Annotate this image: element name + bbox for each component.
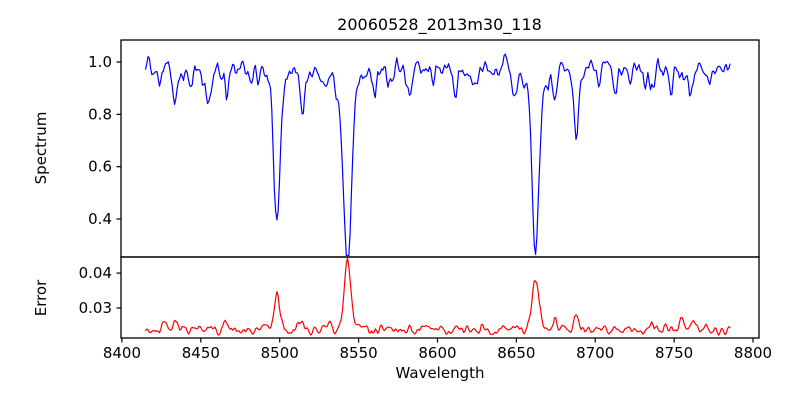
error-y-tick-label: 0.03 [79,299,112,317]
x-tick-label: 8400 [103,344,141,362]
x-tick-label: 8600 [418,344,456,362]
error-panel [120,256,760,339]
x-tick-label: 8750 [655,344,693,362]
x-tick-label: 8550 [339,344,377,362]
error-line [145,257,731,336]
error-y-axis-label: Error [32,279,50,316]
spectrum-y-tick-label: 0.8 [88,105,112,123]
error-y-tick-label: 0.04 [79,264,112,282]
x-tick-label: 8650 [497,344,535,362]
x-tick-label: 8450 [182,344,220,362]
x-tick-label: 8500 [261,344,299,362]
spectrum-y-axis-label: Spectrum [32,112,50,185]
spectrum-y-tick-label: 0.6 [88,158,112,176]
x-tick-label: 8700 [576,344,614,362]
spectrum-line [145,53,731,257]
plot-title: 20060528_2013m30_118 [337,15,542,35]
x-axis-label: Wavelength [396,364,485,382]
spectrum-y-tick-label: 0.4 [88,210,112,228]
axis-ticks: 8400 8450 8500 8550 8600 8650 8700 8750 8800 0.4 0… [79,53,773,362]
spectrum-y-tick-label: 1.0 [88,53,112,71]
x-tick-label: 8800 [734,344,772,362]
